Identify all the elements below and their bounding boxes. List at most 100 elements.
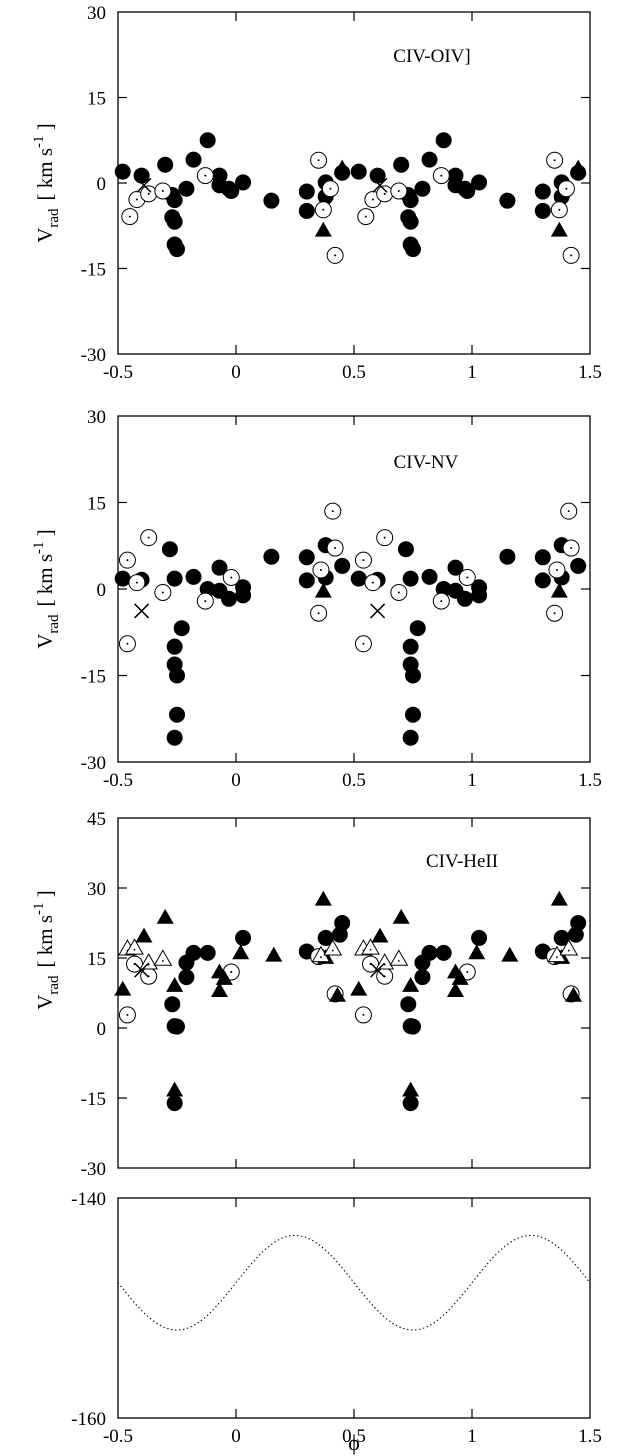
civ-heii-filled-circle-point [567, 926, 584, 943]
civ-oiv-filled-circle-point [534, 202, 551, 219]
civ-nv-open-circle-point [546, 604, 564, 622]
civ-heii-filled-circle-point [166, 1095, 183, 1112]
panel-civ-nv-x-ticks: -0.5 0 0.5 1 1.5 [103, 416, 602, 791]
y-tick-label: -15 [81, 667, 106, 688]
civ-nv-cross-point [370, 603, 386, 619]
civ-heii-filled-triangle-point [166, 1081, 184, 1097]
civ-heii-filled-triangle-point [328, 986, 346, 1002]
civ-nv-filled-circle-point [421, 568, 438, 585]
civ-heii-filled-circle-point [169, 1018, 185, 1035]
y-tick-label: 15 [87, 89, 106, 110]
civ-heii-filled-triangle-point [215, 970, 233, 985]
civ-oiv-filled-triangle-point [314, 221, 332, 237]
civ-oiv-filled-circle-point [459, 182, 476, 199]
civ-nv-filled-circle-point [211, 559, 228, 576]
civ-nv-open-circle-point [310, 604, 328, 622]
panel-civ-heii-y-ticks: -30 -15 0 15 30 45 [81, 809, 590, 1180]
civ-heii-filled-circle-point [199, 944, 216, 961]
civ-nv-open-circle-point [432, 592, 450, 610]
civ-oiv-filled-circle-point [114, 163, 131, 180]
civ-heii-filled-triangle-point [114, 980, 132, 996]
civ-heii-filled-circle-point [331, 926, 348, 943]
civ-heii-open-circle-point [118, 1006, 136, 1024]
civ-nv-filled-circle-point [447, 559, 464, 576]
civ-heii-filled-triangle-point [402, 1081, 420, 1097]
y-tick-label: 30 [87, 407, 106, 428]
civ-oiv-open-circle-point [321, 180, 339, 198]
civ-nv-open-circle-point [354, 551, 372, 569]
civ-nv-filled-circle-point [570, 557, 587, 574]
civ-nv-cross-point [134, 603, 150, 619]
y-tick-label: -30 [81, 1159, 106, 1180]
panel-model-curve-x-ticks: -0.5 0 0.5 1 1.5 [103, 1198, 602, 1447]
civ-oiv-open-circle-point [432, 167, 450, 185]
civ-oiv-filled-circle-point [402, 192, 419, 209]
civ-heii-filled-circle-point [185, 944, 202, 961]
x-tick-label: 1.5 [578, 1426, 602, 1447]
civ-oiv-cross-point [372, 177, 388, 193]
civ-nv-open-circle-point [312, 561, 330, 579]
civ-nv-filled-circle-point [397, 541, 414, 558]
civ-heii-filled-triangle-point [564, 986, 582, 1002]
civ-oiv-open-circle-point [357, 208, 375, 226]
x-tick-label: 1 [467, 770, 477, 791]
x-tick-label: 0.5 [342, 1426, 366, 1447]
civ-nv-open-circle-point [118, 551, 136, 569]
civ-heii-filled-circle-point [435, 944, 452, 961]
civ-heii-open-triangle-point [153, 949, 173, 966]
civ-heii-cross-point [134, 962, 150, 978]
civ-oiv-open-circle-point [546, 151, 564, 169]
y-tick-label: 15 [87, 949, 106, 970]
civ-heii-open-triangle-point [375, 953, 395, 970]
civ-heii-open-triangle-point [125, 938, 144, 955]
civ-heii-filled-triangle-point [265, 946, 283, 962]
civ-heii-filled-circle-point [164, 996, 181, 1013]
civ-nv-open-circle-point [118, 635, 136, 653]
civ-nv-filled-circle-point [166, 638, 183, 655]
civ-heii-open-triangle-point [559, 939, 579, 956]
civ-oiv-filled-triangle-point [569, 159, 587, 175]
civ-nv-filled-circle-point [114, 570, 131, 587]
civ-heii-filled-circle-point [471, 929, 488, 946]
civ-oiv-filled-triangle-point [333, 159, 351, 175]
civ-nv-filled-circle-point [298, 572, 315, 589]
civ-nv-filled-circle-point [298, 549, 315, 566]
civ-oiv-open-circle-point [326, 246, 344, 264]
civ-heii-filled-circle-point [235, 929, 252, 946]
civ-oiv-filled-circle-point [157, 156, 174, 173]
panel-civ-nv-y-label: Vrad[ km s-1 ] [31, 529, 62, 649]
civ-oiv-open-circle-point [196, 167, 214, 185]
x-tick-label: -0.5 [103, 1426, 133, 1447]
x-tick-label: 1.5 [578, 770, 602, 791]
y-tick-label: -30 [81, 345, 106, 366]
civ-oiv-open-circle-point [140, 185, 158, 203]
civ-nv-open-circle-point [364, 574, 382, 592]
civ-nv-filled-circle-point [409, 620, 426, 637]
y-tick-label: -140 [71, 1189, 106, 1210]
civ-nv-open-circle-point [326, 539, 344, 557]
civ-heii-filled-circle-point [414, 969, 431, 986]
civ-oiv-open-circle-point [562, 246, 580, 264]
civ-nv-filled-circle-point [263, 548, 280, 565]
civ-nv-open-circle-point [376, 529, 394, 547]
civ-nv-filled-circle-point [402, 638, 419, 655]
civ-heii-cross-point [370, 962, 386, 978]
civ-heii-open-circle-point [354, 1006, 372, 1024]
panel-civ-nv-marks [114, 502, 587, 746]
civ-nv-filled-circle-point [166, 729, 183, 746]
civ-oiv-filled-triangle-point [550, 221, 568, 237]
civ-heii-filled-triangle-point [468, 944, 486, 960]
panel-model-curve-frame [117, 1197, 591, 1419]
civ-nv-open-circle-point [140, 529, 158, 547]
civ-heii-filled-triangle-point [392, 908, 410, 924]
civ-oiv-filled-circle-point [166, 192, 183, 209]
panel-civ-oiv-label: CIV-OIV] [393, 46, 470, 67]
civ-nv-filled-circle-point [334, 557, 351, 574]
x-tick-label: 0 [231, 770, 241, 791]
civ-nv-open-circle-point [222, 568, 240, 586]
civ-heii-filled-triangle-point [350, 980, 368, 996]
panel-civ-nv: CIV-NV -30 -15 0 15 30 -0.5 0 0.5 1 1.5 Vrad[ km… [31, 407, 602, 791]
civ-oiv-filled-circle-point [350, 163, 367, 180]
civ-nv-open-circle-point [562, 539, 580, 557]
civ-heii-filled-triangle-point [232, 944, 250, 960]
